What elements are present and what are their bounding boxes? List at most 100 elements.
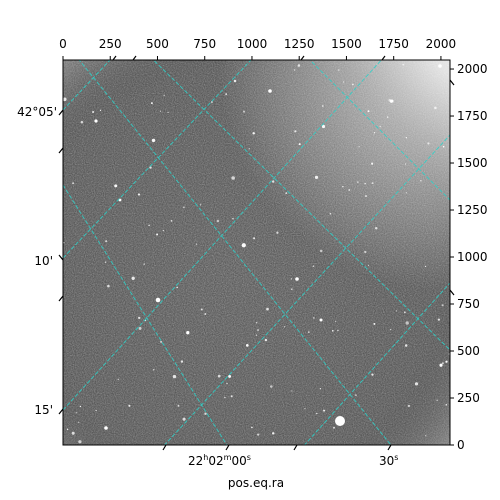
grid-line	[163, 134, 450, 445]
star	[80, 120, 84, 124]
star	[358, 146, 360, 148]
wcs-tick	[58, 254, 64, 261]
star	[314, 175, 319, 180]
star	[245, 344, 249, 347]
x-axis-label: pos.eq.ra	[228, 476, 284, 490]
wcs-tick	[132, 55, 137, 61]
star	[252, 132, 255, 135]
star	[176, 286, 179, 289]
star	[307, 331, 310, 333]
wcs-tick	[293, 444, 298, 451]
star	[186, 331, 190, 335]
star	[152, 368, 155, 371]
star	[291, 390, 293, 392]
star	[427, 142, 430, 145]
star	[151, 138, 156, 143]
star	[283, 326, 286, 328]
star	[162, 229, 165, 232]
wcs-tick	[58, 109, 64, 116]
x-pixel-tick-label: 1500	[331, 37, 362, 51]
star	[294, 130, 297, 133]
star	[224, 396, 226, 399]
star	[290, 278, 293, 280]
image-area	[63, 60, 450, 445]
dec-tick-label-3: 15'	[34, 403, 53, 417]
star	[149, 166, 152, 169]
star	[342, 185, 344, 188]
bright-star	[390, 99, 394, 103]
y-pixel-tick-label: 1000	[457, 250, 488, 264]
y-pixel-tick-label: 1500	[457, 156, 488, 170]
wcs-tick	[449, 289, 455, 296]
ra-minutes: 02	[208, 454, 223, 468]
grid-line	[78, 60, 392, 445]
star	[66, 428, 69, 431]
star	[352, 83, 354, 86]
bright-star	[438, 64, 442, 68]
star	[371, 182, 374, 185]
star	[243, 110, 245, 113]
star	[172, 374, 177, 379]
star	[323, 409, 326, 412]
star	[355, 394, 357, 396]
star	[379, 125, 381, 128]
star	[364, 182, 367, 185]
ra-seconds-unit-2: s	[394, 453, 398, 462]
bright-star	[295, 277, 299, 281]
star	[225, 93, 228, 96]
grid-line	[63, 60, 252, 259]
star	[199, 204, 202, 206]
wcs-axis-ticks	[58, 55, 455, 451]
ra-tick-label-2: 30s	[379, 453, 398, 468]
star	[251, 426, 253, 429]
star	[293, 69, 296, 71]
ra-minutes-unit: m	[224, 453, 232, 462]
x-pixel-tick-label: 1750	[378, 37, 409, 51]
grid-line	[63, 60, 111, 111]
x-pixel-tick-label: 0	[59, 37, 67, 51]
star	[414, 382, 419, 386]
star	[131, 276, 135, 280]
star	[257, 433, 260, 436]
grid-line	[63, 184, 228, 445]
star	[445, 360, 448, 363]
star	[255, 334, 257, 336]
wcs-tick	[58, 408, 64, 415]
star	[371, 162, 374, 165]
star	[395, 310, 398, 312]
star	[150, 102, 153, 105]
star	[441, 362, 444, 365]
star	[367, 110, 370, 113]
star	[160, 340, 163, 343]
star	[137, 193, 141, 196]
y-pixel-tick-label: 2000	[457, 62, 488, 76]
star	[373, 132, 376, 134]
sky-corner-glow	[63, 60, 450, 445]
star	[95, 409, 97, 412]
star	[217, 374, 221, 378]
star	[71, 431, 75, 435]
star	[264, 338, 268, 342]
star	[231, 176, 235, 180]
star	[117, 378, 119, 380]
coordinate-grid	[63, 60, 450, 445]
star	[367, 264, 370, 267]
y-pixel-tick-label: 1750	[457, 109, 488, 123]
star	[331, 329, 334, 332]
star	[319, 249, 323, 253]
bright-star	[268, 89, 272, 93]
star	[437, 318, 441, 321]
star	[104, 261, 107, 263]
star	[442, 145, 445, 148]
star	[312, 265, 315, 267]
star	[316, 412, 318, 415]
star	[374, 227, 378, 230]
star	[195, 243, 198, 245]
star	[276, 231, 279, 234]
star	[78, 421, 80, 423]
ra-hours-unit: h	[203, 453, 208, 462]
star	[63, 97, 67, 102]
star	[371, 373, 374, 376]
grid-line	[303, 282, 450, 445]
